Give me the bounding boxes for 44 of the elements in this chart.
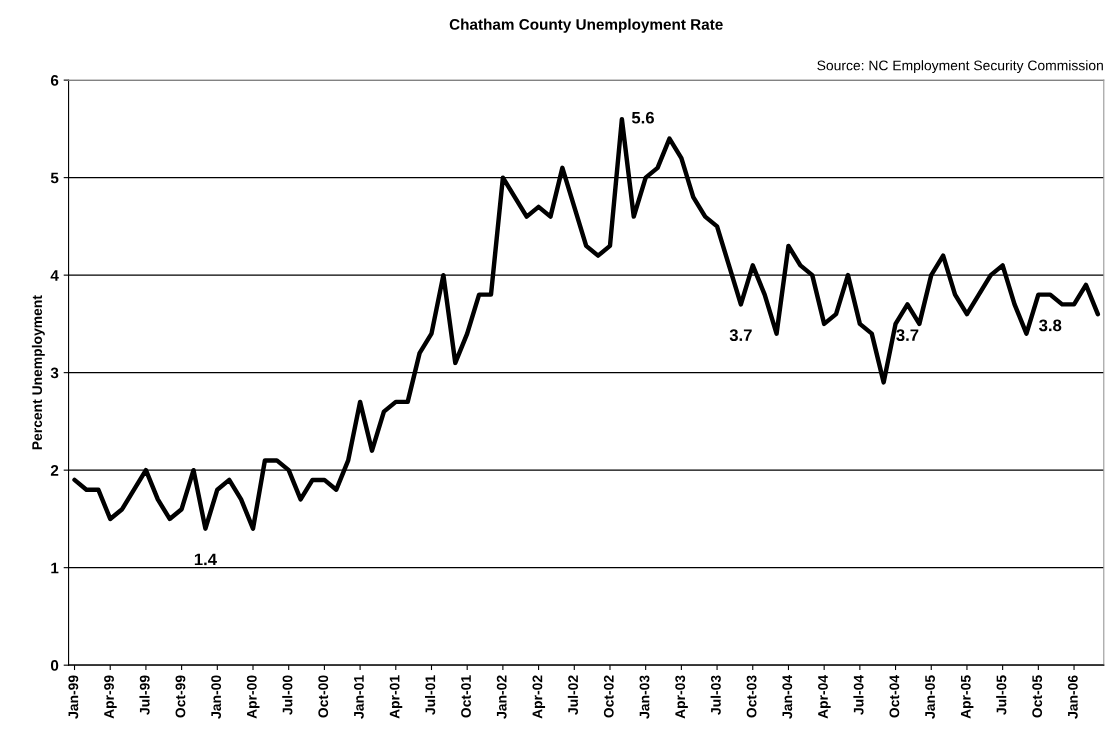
x-tick-label: Oct-05 (1032, 675, 1043, 718)
x-tick-label: Jan-02 (496, 675, 507, 719)
x-tick-label: Jan-00 (211, 675, 222, 719)
x-tick-label: Oct-03 (746, 675, 757, 718)
x-tick-label: Jul-03 (710, 675, 721, 715)
x-tick-label: Jul-99 (139, 675, 150, 715)
x-tick-label: Jan-04 (782, 674, 793, 719)
x-tick-label: Apr-05 (960, 675, 974, 719)
x-tick-label: Jul-04 (853, 674, 864, 715)
x-tick-label: Apr-01 (389, 675, 403, 719)
x-tick-label: Jan-03 (639, 675, 650, 719)
x-tick-label: Jul-05 (996, 675, 1007, 715)
x-tick-label: Apr-00 (246, 675, 260, 719)
x-tick-label: Jan-99 (68, 675, 79, 719)
chart-title: Chatham County Unemployment Rate (449, 18, 723, 33)
x-tick-label: Oct-99 (175, 675, 186, 718)
data-label: 3.7 (896, 329, 919, 342)
x-tick-label: Oct-02 (603, 675, 614, 718)
y-tick-label: 6 (50, 74, 59, 86)
x-tick-label: Jul-02 (567, 675, 579, 715)
y-tick-label: 5 (50, 172, 59, 184)
x-tick-label: Jul-01 (425, 675, 436, 715)
x-tick-label: Apr-03 (675, 675, 688, 719)
data-label: 1.4 (194, 553, 217, 566)
x-tick-label: Jul-00 (282, 675, 293, 715)
x-tick-label: Oct-01 (461, 675, 471, 718)
x-tick-label: Apr-99 (104, 675, 117, 719)
y-axis-title: Percent Unemployment (31, 295, 45, 450)
x-tick-label: Oct-04 (889, 674, 900, 718)
y-tick-label: 1 (51, 562, 59, 574)
source-note: Source: NC Employment Security Commission (817, 60, 1103, 74)
data-label: 5.6 (631, 111, 654, 124)
x-tick-label: Apr-02 (532, 675, 546, 719)
data-label: 3.7 (729, 329, 752, 342)
y-tick-label: 4 (50, 270, 59, 281)
data-label: 3.8 (1039, 319, 1062, 332)
x-tick-label: Apr-04 (818, 674, 831, 719)
x-tick-label: Oct-00 (318, 675, 329, 718)
x-tick-label: Jan-06 (1067, 675, 1078, 719)
y-tick-label: 3 (50, 367, 59, 379)
y-tick-label: 0 (50, 660, 59, 671)
x-tick-label: Jan-01 (353, 675, 364, 719)
y-tick-label: 2 (50, 465, 59, 476)
x-tick-label: Jan-05 (925, 675, 935, 719)
